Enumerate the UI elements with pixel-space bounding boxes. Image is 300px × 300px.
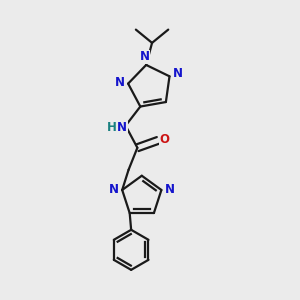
- Text: H: H: [106, 121, 116, 134]
- Text: N: N: [117, 121, 127, 134]
- Text: O: O: [160, 133, 170, 146]
- Text: N: N: [115, 76, 125, 88]
- Text: N: N: [140, 50, 150, 64]
- Text: N: N: [165, 183, 175, 196]
- Text: N: N: [173, 67, 183, 80]
- Text: N: N: [109, 183, 119, 196]
